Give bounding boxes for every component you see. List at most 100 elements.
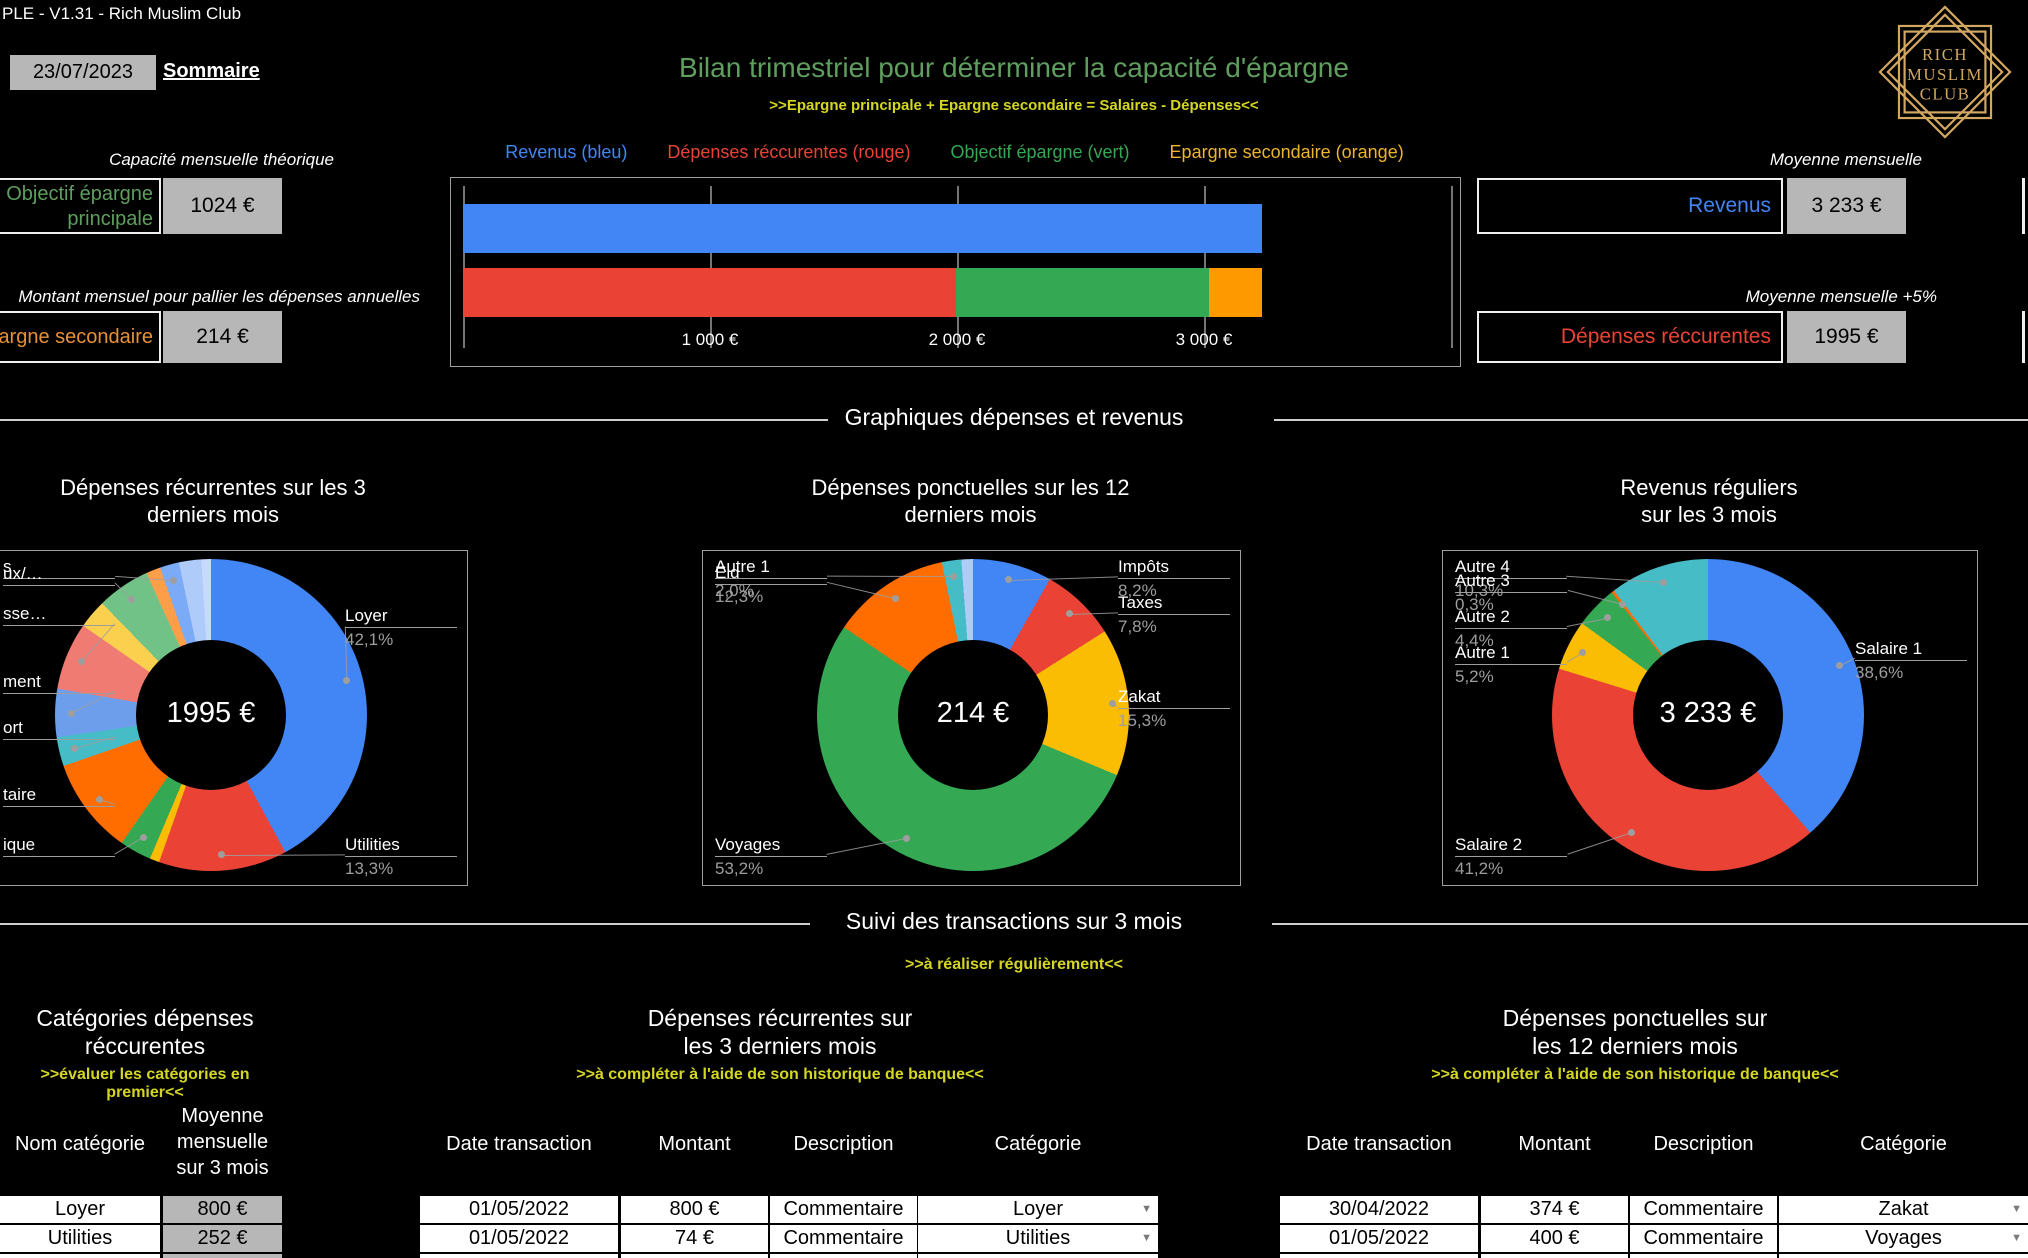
revenus-value-cell[interactable]: 3 233 € — [1787, 178, 1906, 234]
table-title-ponctuelles: Dépenses ponctuelles sur les 12 derniers… — [1360, 1004, 1910, 1060]
logo-text-line2: MUSLIM — [1907, 65, 1983, 84]
table-cell-partial[interactable] — [1481, 1254, 1628, 1258]
column-header-date-transaction: Date transaction — [446, 1133, 592, 1155]
donut-center-value: 3 233 € — [1659, 697, 1757, 729]
donut-slice-callout: Utilities 13,3% — [345, 835, 457, 879]
category-dropdown[interactable]: Voyages ▼ — [1779, 1225, 2028, 1252]
callout-anchor-dot — [128, 595, 136, 603]
donut-slice-callout: ort — [3, 718, 115, 740]
donut-center-value: 1995 € — [166, 697, 256, 729]
revenus-label-cell: Revenus — [1477, 178, 1783, 234]
callout-label: Impôts — [1118, 557, 1230, 579]
column-header-montant: Montant — [658, 1133, 731, 1155]
epargne-secondaire-label-cell: argne secondaire — [0, 311, 161, 363]
table-cell[interactable]: Commentaire — [770, 1225, 917, 1252]
dropdown-arrow-icon[interactable]: ▼ — [1141, 1232, 1152, 1244]
donut-slice-callout: Taxes 7,8% — [1118, 593, 1230, 637]
dropdown-arrow-icon[interactable]: ▼ — [1141, 1203, 1152, 1215]
donut-chart-depenses-recurrentes: 1995 € s ux/… sse… ment ort taire ique Loyer 42,1… — [0, 550, 468, 886]
depenses-reccurentes-value-cell[interactable]: 1995 € — [1787, 311, 1906, 363]
table-cell[interactable]: 30/04/2022 — [1280, 1196, 1478, 1223]
title-line: Revenus réguliers — [1620, 475, 1798, 500]
table-cell-partial[interactable] — [770, 1254, 917, 1258]
table-cell-partial[interactable] — [1779, 1254, 2028, 1258]
table-cell[interactable]: Loyer — [0, 1196, 160, 1223]
axis-grid-line — [1451, 186, 1453, 348]
table-cell-partial[interactable] — [621, 1254, 768, 1258]
column-header-moyenne: Moyenne mensuelle sur 3 mois — [176, 1105, 269, 1179]
donut-slice-callout: Salaire 1 38,6% — [1855, 639, 1967, 683]
table-cell[interactable]: Commentaire — [1630, 1196, 1777, 1223]
column-header-date-transaction: Date transaction — [1306, 1133, 1452, 1155]
category-dropdown[interactable]: Loyer ▼ — [918, 1196, 1158, 1223]
callout-anchor-dot — [218, 851, 226, 859]
callout-label: Autre 3 — [1455, 571, 1567, 593]
donut-slice-callout: Salaire 2 41,2% — [1455, 835, 1567, 879]
title-line: Dépenses récurrentes sur les 3 — [60, 475, 366, 500]
bar-segment-objectif-pargne — [955, 268, 1209, 317]
bar-chart: 1 000 € 2 000 € 3 000 € — [450, 177, 1461, 367]
caption-montant-mensuel: Montant mensuel pour pallier les dépense… — [18, 287, 420, 306]
dashboard-subtitle: >>Epargne principale + Epargne secondair… — [769, 97, 1259, 114]
table-cell[interactable]: 252 € — [163, 1225, 282, 1252]
category-dropdown[interactable]: Utilities ▼ — [918, 1225, 1158, 1252]
callout-anchor-dot — [67, 709, 75, 717]
callout-label: Loyer — [345, 606, 457, 629]
table-cell-partial[interactable] — [420, 1254, 618, 1258]
title-line: Dépenses ponctuelles sur les 12 — [811, 475, 1130, 500]
table-cell-partial[interactable] — [1630, 1254, 1777, 1258]
table-cell[interactable]: 374 € — [1481, 1196, 1628, 1223]
table-cell[interactable]: 800 € — [163, 1196, 282, 1223]
donut-slice-callout: Impôts 8,2% — [1118, 557, 1230, 601]
dropdown-arrow-icon[interactable]: ▼ — [2011, 1232, 2022, 1244]
callout-label: Taxes — [1118, 593, 1230, 615]
date-cell[interactable]: 23/07/2023 — [10, 55, 156, 90]
callout-anchor-dot — [902, 834, 910, 842]
table-cell-partial[interactable] — [0, 1254, 160, 1258]
callout-percent: 7,8% — [1118, 617, 1157, 636]
callout-percent: 38,6% — [1855, 662, 1904, 682]
category-dropdown[interactable]: Zakat ▼ — [1779, 1196, 2028, 1223]
callout-percent: 42,1% — [345, 630, 394, 650]
table-cell[interactable]: 01/05/2022 — [1280, 1225, 1478, 1252]
table-cell[interactable]: 400 € — [1481, 1225, 1628, 1252]
title-line: Dépenses récurrentes sur — [647, 1005, 913, 1031]
column-header-montant: Montant — [1518, 1133, 1591, 1155]
sommaire-link[interactable]: Sommaire — [163, 60, 260, 82]
table-note-categories: >>évaluer les catégories en premier<< — [40, 1066, 250, 1101]
callout-label: Voyages — [715, 835, 827, 857]
section-title-graphiques: Graphiques dépenses et revenus — [844, 404, 1184, 430]
table-cell[interactable]: 01/05/2022 — [420, 1225, 618, 1252]
axis-tick-label: 3 000 € — [1175, 330, 1233, 349]
table-cell[interactable]: 800 € — [621, 1196, 768, 1223]
column-header-nom-cat-gorie: Nom catégorie — [14, 1133, 146, 1155]
axis-tick-label: 2 000 € — [928, 330, 986, 349]
donut-chart-revenus-reguliers: 3 233 € Autre 4 10,3% Autre 3 0,3% Autre 2 4,4… — [1442, 550, 1978, 886]
donut-slice-callout: Autre 4 10,3% — [1455, 557, 1567, 601]
caption-moyenne-mensuelle: Moyenne mensuelle — [1769, 150, 1922, 169]
table-cell-partial[interactable] — [918, 1254, 1158, 1258]
donut-slice-callout: ique — [3, 835, 115, 857]
logo-text-line3: CLUB — [1920, 85, 1971, 104]
epargne-secondaire-value-cell[interactable]: 214 € — [163, 311, 282, 363]
callout-anchor-dot — [891, 594, 899, 602]
callout-anchor-dot — [1005, 576, 1013, 584]
dropdown-arrow-icon[interactable]: ▼ — [2011, 1203, 2022, 1215]
divider-line — [0, 419, 828, 421]
callout-percent: 13,3% — [345, 859, 394, 878]
caption-capacite-mensuelle: Capacité mensuelle théorique — [109, 150, 334, 169]
objectif-epargne-value-cell[interactable]: 1024 € — [163, 178, 282, 234]
divider-line — [1272, 923, 2028, 925]
table-cell[interactable]: 01/05/2022 — [420, 1196, 618, 1223]
table-cell[interactable]: Utilities — [0, 1225, 160, 1252]
callout-label: Salaire 2 — [1455, 835, 1567, 857]
table-cell-partial[interactable] — [163, 1254, 282, 1258]
donut-slice-callout: Autre 1 2,0% — [715, 557, 827, 601]
table-cell[interactable]: 74 € — [621, 1225, 768, 1252]
table-cell[interactable]: Commentaire — [1630, 1225, 1777, 1252]
legend-item-1: Dépenses réccurentes (rouge) — [667, 142, 911, 162]
table-cell[interactable]: Commentaire — [770, 1196, 917, 1223]
donut-title-depenses-recurrentes: Dépenses récurrentes sur les 3 derniers … — [0, 474, 466, 528]
donut-title-depenses-ponctuelles: Dépenses ponctuelles sur les 12 derniers… — [702, 474, 1239, 528]
table-cell-partial[interactable] — [1280, 1254, 1478, 1258]
